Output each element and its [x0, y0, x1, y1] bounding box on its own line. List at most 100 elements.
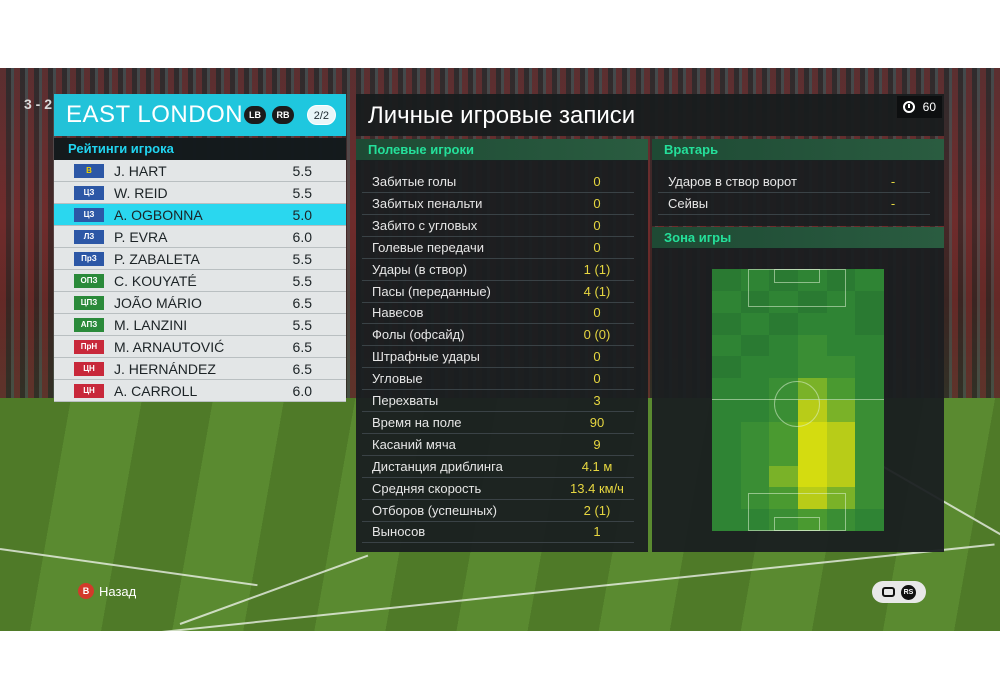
stat-value: 0 [593, 195, 601, 211]
position-tag: В [74, 164, 104, 178]
player-row[interactable]: ЦПЗ JOÃO MÁRIO 6.5 [54, 292, 346, 314]
player-rating: 6.0 [292, 228, 312, 245]
timer-value: 60 [922, 100, 936, 114]
heatmap-cell [740, 421, 771, 445]
heatmap-cell [826, 465, 857, 489]
heatmap-cell [769, 421, 799, 445]
heatmap-cell [826, 290, 857, 314]
player-row[interactable]: ЛЗ P. EVRA 6.0 [54, 226, 346, 248]
stat-label: Фолы (офсайд) [372, 327, 465, 343]
heatmap-cell [769, 269, 799, 292]
heatmap-cell [712, 378, 742, 401]
player-rating: 5.5 [292, 184, 312, 201]
player-name: P. EVRA [114, 228, 168, 245]
heatmap-cell [855, 465, 884, 489]
gk-stat-row: Сейвы - [658, 193, 930, 215]
player-name: C. KOUYATÉ [114, 272, 197, 289]
heatmap-cell [712, 356, 742, 380]
stat-label: Удары (в створ) [372, 261, 468, 277]
gk-stat-value: - [890, 174, 896, 189]
heatmap-cell [826, 443, 857, 467]
player-rating: 5.5 [292, 250, 312, 267]
back-hint[interactable]: B Назад [78, 583, 136, 599]
heatmap-cell [769, 465, 799, 489]
position-tag: ЦН [74, 384, 104, 398]
heatmap-cell [826, 421, 857, 445]
player-name: P. ZABALETA [114, 250, 200, 267]
heatmap-cell [769, 443, 799, 467]
position-tag: ЦЗ [74, 186, 104, 200]
heatmap-cell [826, 509, 857, 531]
player-row[interactable]: В J. HART 5.5 [54, 160, 346, 182]
gk-stat-value: - [890, 196, 896, 211]
heatmap-cell [855, 421, 884, 445]
stat-row: Голевые передачи 0 [362, 237, 634, 259]
play-zone-panel [652, 248, 944, 552]
player-row[interactable]: ЦН A. CARROLL 6.0 [54, 380, 346, 402]
stat-row: Забито с угловых 0 [362, 215, 634, 237]
team-name: EAST LONDON [66, 101, 244, 128]
stat-label: Угловые [372, 371, 423, 387]
position-tag: ОПЗ [74, 274, 104, 288]
player-row[interactable]: ЦН J. HERNÁNDEZ 6.5 [54, 358, 346, 380]
lb-button[interactable]: LB [244, 106, 266, 124]
chat-hint[interactable]: RS [872, 581, 926, 603]
stat-value: 0 (0) [583, 327, 611, 343]
stat-label: Забито с угловых [372, 217, 478, 233]
player-row[interactable]: АПЗ M. LANZINI 5.5 [54, 314, 346, 336]
heatmap-cell [740, 334, 771, 358]
heatmap-cell [769, 290, 799, 314]
stat-value: 2 (1) [583, 502, 611, 518]
player-row[interactable]: ПрЗ P. ZABALETA 5.5 [54, 248, 346, 270]
heatmap-cell [798, 312, 828, 336]
heatmap-cell [712, 509, 742, 531]
stat-row: Время на поле 90 [362, 412, 634, 434]
heatmap-cell [712, 334, 742, 358]
heatmap-cell [740, 400, 771, 423]
player-name: J. HERNÁNDEZ [114, 360, 216, 377]
heatmap-cell [798, 443, 828, 467]
heatmap-cell [798, 269, 828, 292]
heatmap-cell [855, 509, 884, 531]
page-indicator: 2/2 [306, 105, 336, 125]
chat-icon [882, 587, 895, 597]
stat-value: 0 [593, 349, 601, 365]
stat-row: Дистанция дриблинга 4.1 м [362, 456, 634, 478]
heatmap-cell [712, 487, 742, 511]
heatmap-cell [826, 378, 857, 401]
stat-row: Отборов (успешных) 2 (1) [362, 500, 634, 522]
heatmap-cell [740, 443, 771, 467]
timer: 60 [896, 96, 942, 118]
stat-value: 4 (1) [583, 283, 611, 299]
player-name: M. LANZINI [114, 316, 188, 333]
heatmap-cell [740, 378, 771, 401]
heatmap-cell [712, 443, 742, 467]
position-tag: ЦПЗ [74, 296, 104, 310]
player-name: M. ARNAUTOVIĆ [114, 338, 225, 355]
gk-stat-row: Ударов в створ ворот - [658, 171, 930, 193]
player-row[interactable]: ЦЗ A. OGBONNA 5.0 [54, 204, 346, 226]
heatmap-cell [712, 400, 742, 423]
heatmap-cell [855, 356, 884, 380]
stat-value: 0 [593, 305, 601, 321]
player-ratings-panel: Рейтинги игрока В J. HART 5.5 ЦЗ W. REID 5.5 Ц… [54, 138, 346, 402]
player-list: В J. HART 5.5 ЦЗ W. REID 5.5 ЦЗ A. OGBONNA 5.0 ЛЗ… [54, 160, 346, 402]
heatmap-cell [855, 334, 884, 358]
player-row[interactable]: ПрН M. ARNAUTOVIĆ 6.5 [54, 336, 346, 358]
pitch-marking [774, 269, 820, 283]
player-row[interactable]: ЦЗ W. REID 5.5 [54, 182, 346, 204]
rb-button[interactable]: RB [272, 106, 294, 124]
heatmap-cell [798, 334, 828, 358]
gk-stat-label: Ударов в створ ворот [668, 174, 797, 189]
stat-row: Навесов 0 [362, 302, 634, 325]
position-tag: ЦН [74, 362, 104, 376]
player-row[interactable]: ОПЗ C. KOUYATÉ 5.5 [54, 270, 346, 292]
position-tag: ЦЗ [74, 208, 104, 222]
b-button-icon: B [78, 583, 94, 599]
stat-value: 13.4 км/ч [570, 480, 624, 496]
stat-row: Угловые 0 [362, 368, 634, 391]
player-rating: 6.5 [292, 294, 312, 311]
ratings-title: Рейтинги игрока [54, 138, 346, 160]
stat-value: 0 [593, 174, 601, 189]
stat-label: Время на поле [372, 414, 462, 430]
